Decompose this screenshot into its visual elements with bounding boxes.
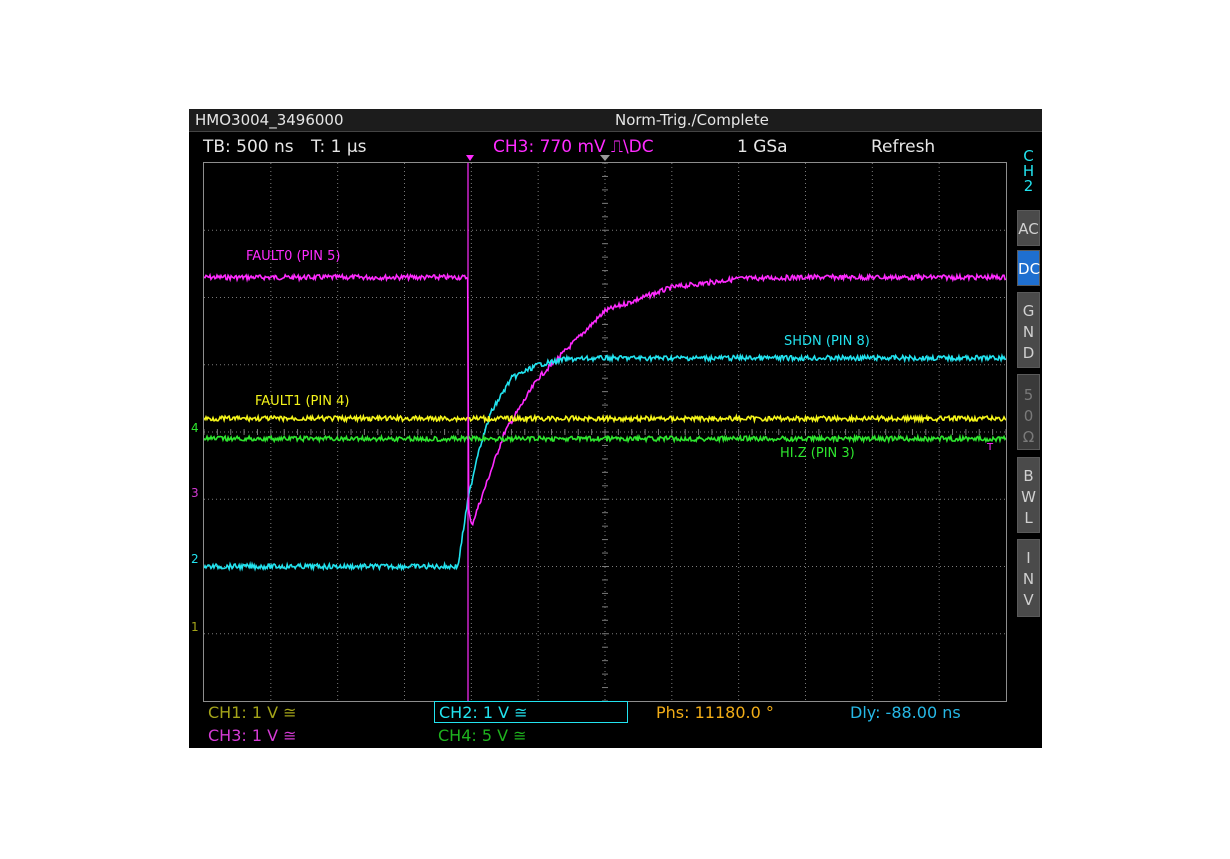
timebase-readout[interactable]: TB: 500 ns: [203, 137, 294, 157]
trigger-time-readout[interactable]: T: 1 µs: [311, 137, 367, 157]
phase-readout: Phs: 11180.0 °: [656, 703, 774, 722]
ch4-ground-marker[interactable]: 4: [191, 421, 199, 435]
trigger-level-marker[interactable]: T: [987, 442, 994, 453]
coupling-ac-button[interactable]: AC: [1017, 210, 1040, 246]
device-name: HMO3004_3496000: [195, 111, 344, 129]
delay-readout: Dly: -88.00 ns: [850, 703, 961, 722]
ch2-scale-readout[interactable]: CH2: 1 V ≅: [439, 703, 528, 722]
fault0-label: FAULT0 (PIN 5): [246, 249, 341, 264]
trigger-setting-readout[interactable]: CH3: 770 mV ⎍\DC: [493, 137, 654, 157]
fault1-trace: [204, 413, 1006, 424]
traces: [204, 272, 1006, 572]
ch2-selected-box[interactable]: [434, 701, 628, 723]
fault0-trace: [204, 272, 1006, 527]
invert-button[interactable]: I N V: [1017, 539, 1040, 617]
acquisition-mode-readout[interactable]: Refresh: [871, 137, 936, 157]
impedance-50-ohm-button[interactable]: 5 0 Ω: [1017, 374, 1040, 450]
acquisition-status: Norm-Trig./Complete: [615, 111, 769, 129]
ch3-scale-readout[interactable]: CH3: 1 V ≅: [208, 726, 297, 745]
hiz-trace: [204, 433, 1006, 445]
sample-rate-readout: 1 GSa: [737, 137, 788, 157]
ch2-ground-marker[interactable]: 2: [191, 552, 199, 566]
waveform-svg: [204, 163, 1006, 701]
ch1-ground-marker[interactable]: 1: [191, 620, 199, 634]
channel-sidebar: C H 2 AC DC G N D 5 0 Ω B W L I N V: [1015, 109, 1042, 748]
oscilloscope-screen: HMO3004_3496000 Norm-Trig./Complete TB: …: [189, 109, 1042, 748]
waveform-display[interactable]: FAULT0 (PIN 5) SHDN (PIN 8) FAULT1 (PIN …: [203, 162, 1007, 702]
title-bar: HMO3004_3496000 Norm-Trig./Complete: [189, 109, 1042, 132]
hiz-label: HI.Z (PIN 3): [780, 446, 855, 461]
center-marker: [600, 155, 610, 161]
ch1-scale-readout[interactable]: CH1: 1 V ≅: [208, 703, 297, 722]
trigger-position-marker: [466, 155, 474, 161]
coupling-gnd-button[interactable]: G N D: [1017, 292, 1040, 368]
ch4-scale-readout[interactable]: CH4: 5 V ≅: [438, 726, 527, 745]
graticule: [204, 163, 1006, 701]
coupling-dc-button[interactable]: DC: [1017, 250, 1040, 286]
sidebar-channel-title: C H 2: [1022, 147, 1035, 195]
shdn-trace: [204, 352, 1006, 572]
fault1-label: FAULT1 (PIN 4): [255, 394, 350, 409]
shdn-label: SHDN (PIN 8): [784, 334, 870, 349]
ch3-ground-marker[interactable]: 3: [191, 486, 199, 500]
bandwidth-limit-button[interactable]: B W L: [1017, 457, 1040, 533]
